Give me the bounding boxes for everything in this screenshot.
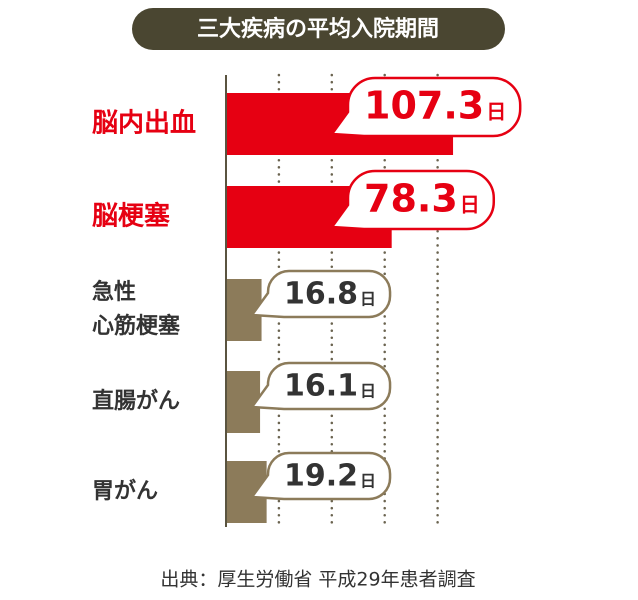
- value-label: 16.8: [284, 277, 358, 312]
- value-unit: 日: [460, 193, 480, 217]
- chart-title: 三大疾病の平均入院期間: [197, 16, 439, 42]
- bubble-shape: [249, 361, 392, 411]
- value-label: 16.1: [284, 369, 358, 404]
- category-label: 脳内出血: [91, 109, 196, 139]
- category-label: 脳梗塞: [91, 201, 170, 232]
- value-unit: 日: [360, 382, 376, 401]
- value-label: 107.3: [364, 84, 484, 128]
- value-unit: 日: [360, 472, 376, 491]
- value-label: 78.3: [364, 177, 458, 221]
- value-bubble: 78.3 日: [329, 169, 496, 231]
- title-pill: [132, 8, 505, 50]
- value-bubble: 19.2 日: [249, 451, 392, 501]
- source: 出典：厚生労働省 平成29年患者調査: [160, 569, 475, 591]
- value-bubble: 16.8 日: [249, 269, 392, 319]
- bubble-shape: [329, 169, 496, 231]
- bubble-shape: [249, 269, 392, 319]
- value-bubble: 16.1 日: [249, 361, 392, 411]
- bubble-shape: [249, 451, 392, 501]
- category-label: 胃がん: [92, 478, 158, 504]
- bubble-shape: [329, 76, 522, 138]
- value-label: 19.2: [284, 459, 358, 494]
- category-label: 急性心筋梗塞: [92, 279, 181, 339]
- value-bubble: 107.3 日: [329, 76, 522, 138]
- category-label: 直腸がん: [92, 388, 180, 414]
- value-unit: 日: [360, 290, 376, 309]
- value-unit: 日: [486, 100, 506, 124]
